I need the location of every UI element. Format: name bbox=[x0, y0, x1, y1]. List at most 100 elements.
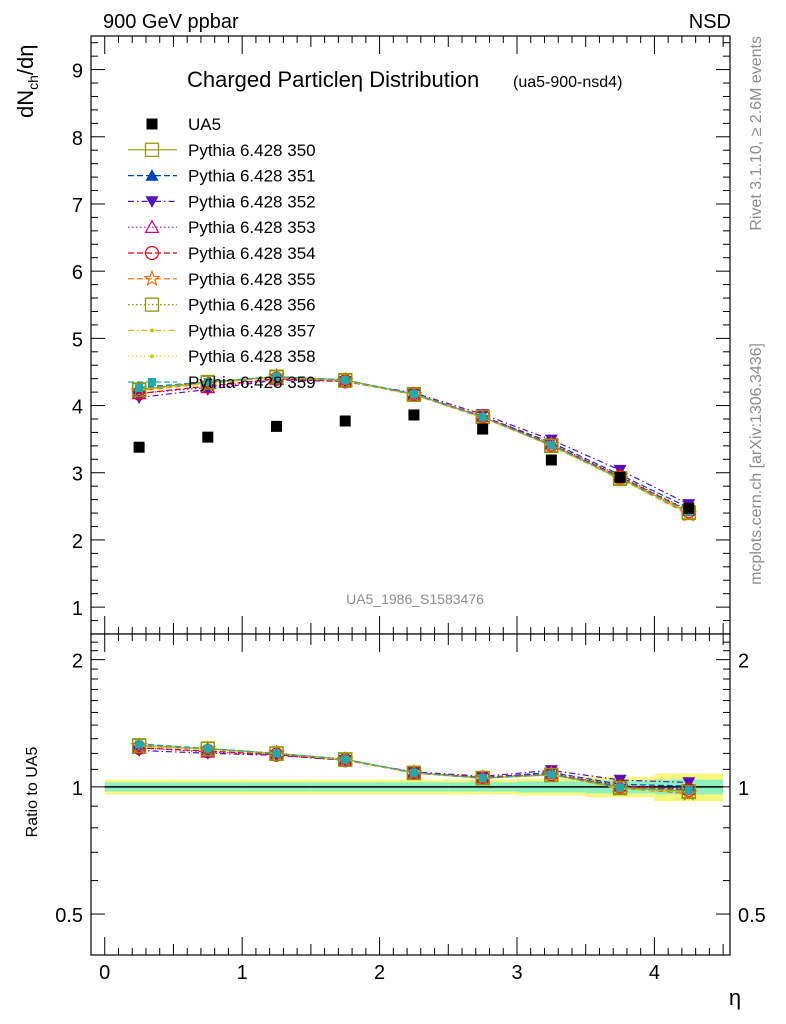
legend-marker bbox=[150, 354, 154, 359]
ratio-series-layer bbox=[130, 737, 698, 801]
legend-entry: Pythia 6.428 356 bbox=[128, 296, 316, 315]
x-tick-label: 4 bbox=[649, 962, 660, 984]
main-panel: 1 2 3 4 5 6 7 8 9 UA5 Pythia 6.428 350 Pythia 6.42… bbox=[13, 35, 731, 635]
x-axis-label: η bbox=[729, 985, 741, 1010]
legend-label: Pythia 6.428 358 bbox=[188, 347, 316, 366]
legend-label: Pythia 6.428 356 bbox=[188, 296, 316, 315]
ratio-axis-ticks: 0.5 0.5 1 1 2 2 bbox=[55, 634, 766, 955]
legend-marker bbox=[144, 142, 160, 157]
legend: UA5 Pythia 6.428 350 Pythia 6.428 351 Pythi… bbox=[128, 115, 316, 392]
main-series-layer bbox=[130, 367, 698, 522]
data-point bbox=[409, 390, 418, 399]
legend-entry: Pythia 6.428 354 bbox=[128, 244, 316, 263]
y-tick-label: 7 bbox=[72, 195, 83, 217]
main-frame bbox=[90, 35, 731, 635]
ratio-point bbox=[616, 783, 625, 792]
data-point bbox=[683, 502, 695, 514]
data-point bbox=[135, 384, 144, 393]
ratio-point bbox=[135, 740, 144, 749]
ratio-point bbox=[130, 737, 148, 754]
legend-label: Pythia 6.428 359 bbox=[188, 373, 316, 392]
legend-marker bbox=[144, 297, 160, 312]
ratio-point bbox=[131, 738, 147, 753]
ratio-ylabel: Ratio to UA5 bbox=[24, 747, 41, 838]
mcplots-label: mcplots.cern.ch [arXiv:1306.3436] bbox=[748, 343, 765, 585]
legend-label: UA5 bbox=[188, 115, 221, 134]
chart-title: Charged Particleη Distribution bbox=[187, 67, 479, 92]
legend-marker bbox=[144, 245, 160, 261]
data-point bbox=[200, 375, 215, 390]
header-right: NSD bbox=[689, 11, 731, 33]
legend-marker bbox=[145, 196, 159, 208]
legend-entry: Pythia 6.428 353 bbox=[128, 218, 316, 237]
ratio-line bbox=[139, 747, 689, 791]
legend-entry: Pythia 6.428 355 bbox=[128, 269, 316, 289]
data-point bbox=[545, 454, 557, 466]
analysis-id: UA5_1986_S1583476 bbox=[346, 591, 484, 607]
rivet-version-label: Rivet 3.1.10, ≥ 2.6M events bbox=[748, 36, 765, 231]
legend-entry: Pythia 6.428 359 bbox=[128, 373, 316, 392]
ratio-point bbox=[203, 744, 212, 753]
y-tick-label: 4 bbox=[72, 397, 83, 419]
data-point bbox=[408, 409, 420, 421]
legend-marker bbox=[146, 118, 158, 130]
y-tick-label: 8 bbox=[72, 128, 83, 150]
ratio-point bbox=[684, 786, 693, 795]
ratio-point bbox=[478, 774, 487, 783]
data-point bbox=[131, 382, 147, 398]
legend-label: Pythia 6.428 353 bbox=[188, 218, 316, 237]
legend-entry: Pythia 6.428 357 bbox=[128, 321, 316, 340]
legend-entry: Pythia 6.428 351 bbox=[128, 167, 316, 186]
ratio-y-tick-label: 2 bbox=[72, 651, 83, 673]
data-point bbox=[271, 420, 283, 432]
legend-marker bbox=[145, 169, 159, 181]
y-tick-label: 3 bbox=[72, 464, 83, 486]
series-line bbox=[139, 378, 690, 512]
ratio-y-tick-label-right: 1 bbox=[738, 778, 749, 800]
ratio-line bbox=[139, 743, 689, 792]
ratio-y-tick-label-right: 0.5 bbox=[738, 905, 766, 927]
data-point bbox=[547, 441, 556, 450]
main-ylabel: dNch/dη bbox=[13, 44, 41, 118]
data-point bbox=[478, 412, 487, 421]
data-point bbox=[272, 372, 281, 381]
legend-label: Pythia 6.428 355 bbox=[188, 270, 316, 289]
legend-marker bbox=[144, 219, 160, 233]
x-tick-labels: 0 1 2 3 4 bbox=[99, 962, 660, 984]
ratio-point bbox=[680, 784, 698, 801]
y-tick-label: 9 bbox=[72, 61, 83, 83]
data-point bbox=[339, 415, 351, 427]
y-tick-label: 2 bbox=[72, 531, 83, 553]
ratio-y-tick-label-right: 2 bbox=[738, 651, 749, 673]
x-tick-label: 2 bbox=[374, 962, 385, 984]
y-tick-label: 6 bbox=[72, 262, 83, 284]
ratio-line bbox=[139, 745, 689, 793]
ratio-pythia-6-428-359 bbox=[135, 740, 693, 795]
data-point bbox=[477, 423, 489, 435]
chart-subtitle: (ua5-900-nsd4) bbox=[513, 74, 622, 91]
legend-marker bbox=[143, 269, 161, 287]
legend-label: Pythia 6.428 350 bbox=[188, 141, 316, 160]
x-tick-label: 3 bbox=[511, 962, 522, 984]
data-point bbox=[203, 378, 212, 387]
data-point bbox=[341, 376, 350, 385]
data-point bbox=[406, 387, 422, 402]
x-tick-label: 0 bbox=[99, 962, 110, 984]
x-tick-label: 1 bbox=[237, 962, 248, 984]
legend-entry: Pythia 6.428 352 bbox=[128, 192, 316, 211]
y-tick-label: 5 bbox=[72, 329, 83, 351]
ratio-point bbox=[547, 770, 556, 779]
legend-entry: Pythia 6.428 358 bbox=[128, 347, 316, 366]
legend-entry: Pythia 6.428 350 bbox=[128, 141, 316, 160]
series-ua5 bbox=[133, 409, 695, 514]
ratio-line bbox=[139, 749, 689, 784]
ratio-point bbox=[338, 752, 353, 767]
ratio-panel: 0.5 0.5 1 1 2 2 Ratio to UA5 bbox=[24, 633, 766, 956]
data-point bbox=[133, 441, 145, 453]
data-point bbox=[614, 471, 626, 483]
series-line bbox=[139, 376, 690, 513]
series-line bbox=[139, 376, 690, 514]
legend-label: Pythia 6.428 351 bbox=[188, 167, 316, 186]
ratio-point bbox=[341, 755, 350, 764]
